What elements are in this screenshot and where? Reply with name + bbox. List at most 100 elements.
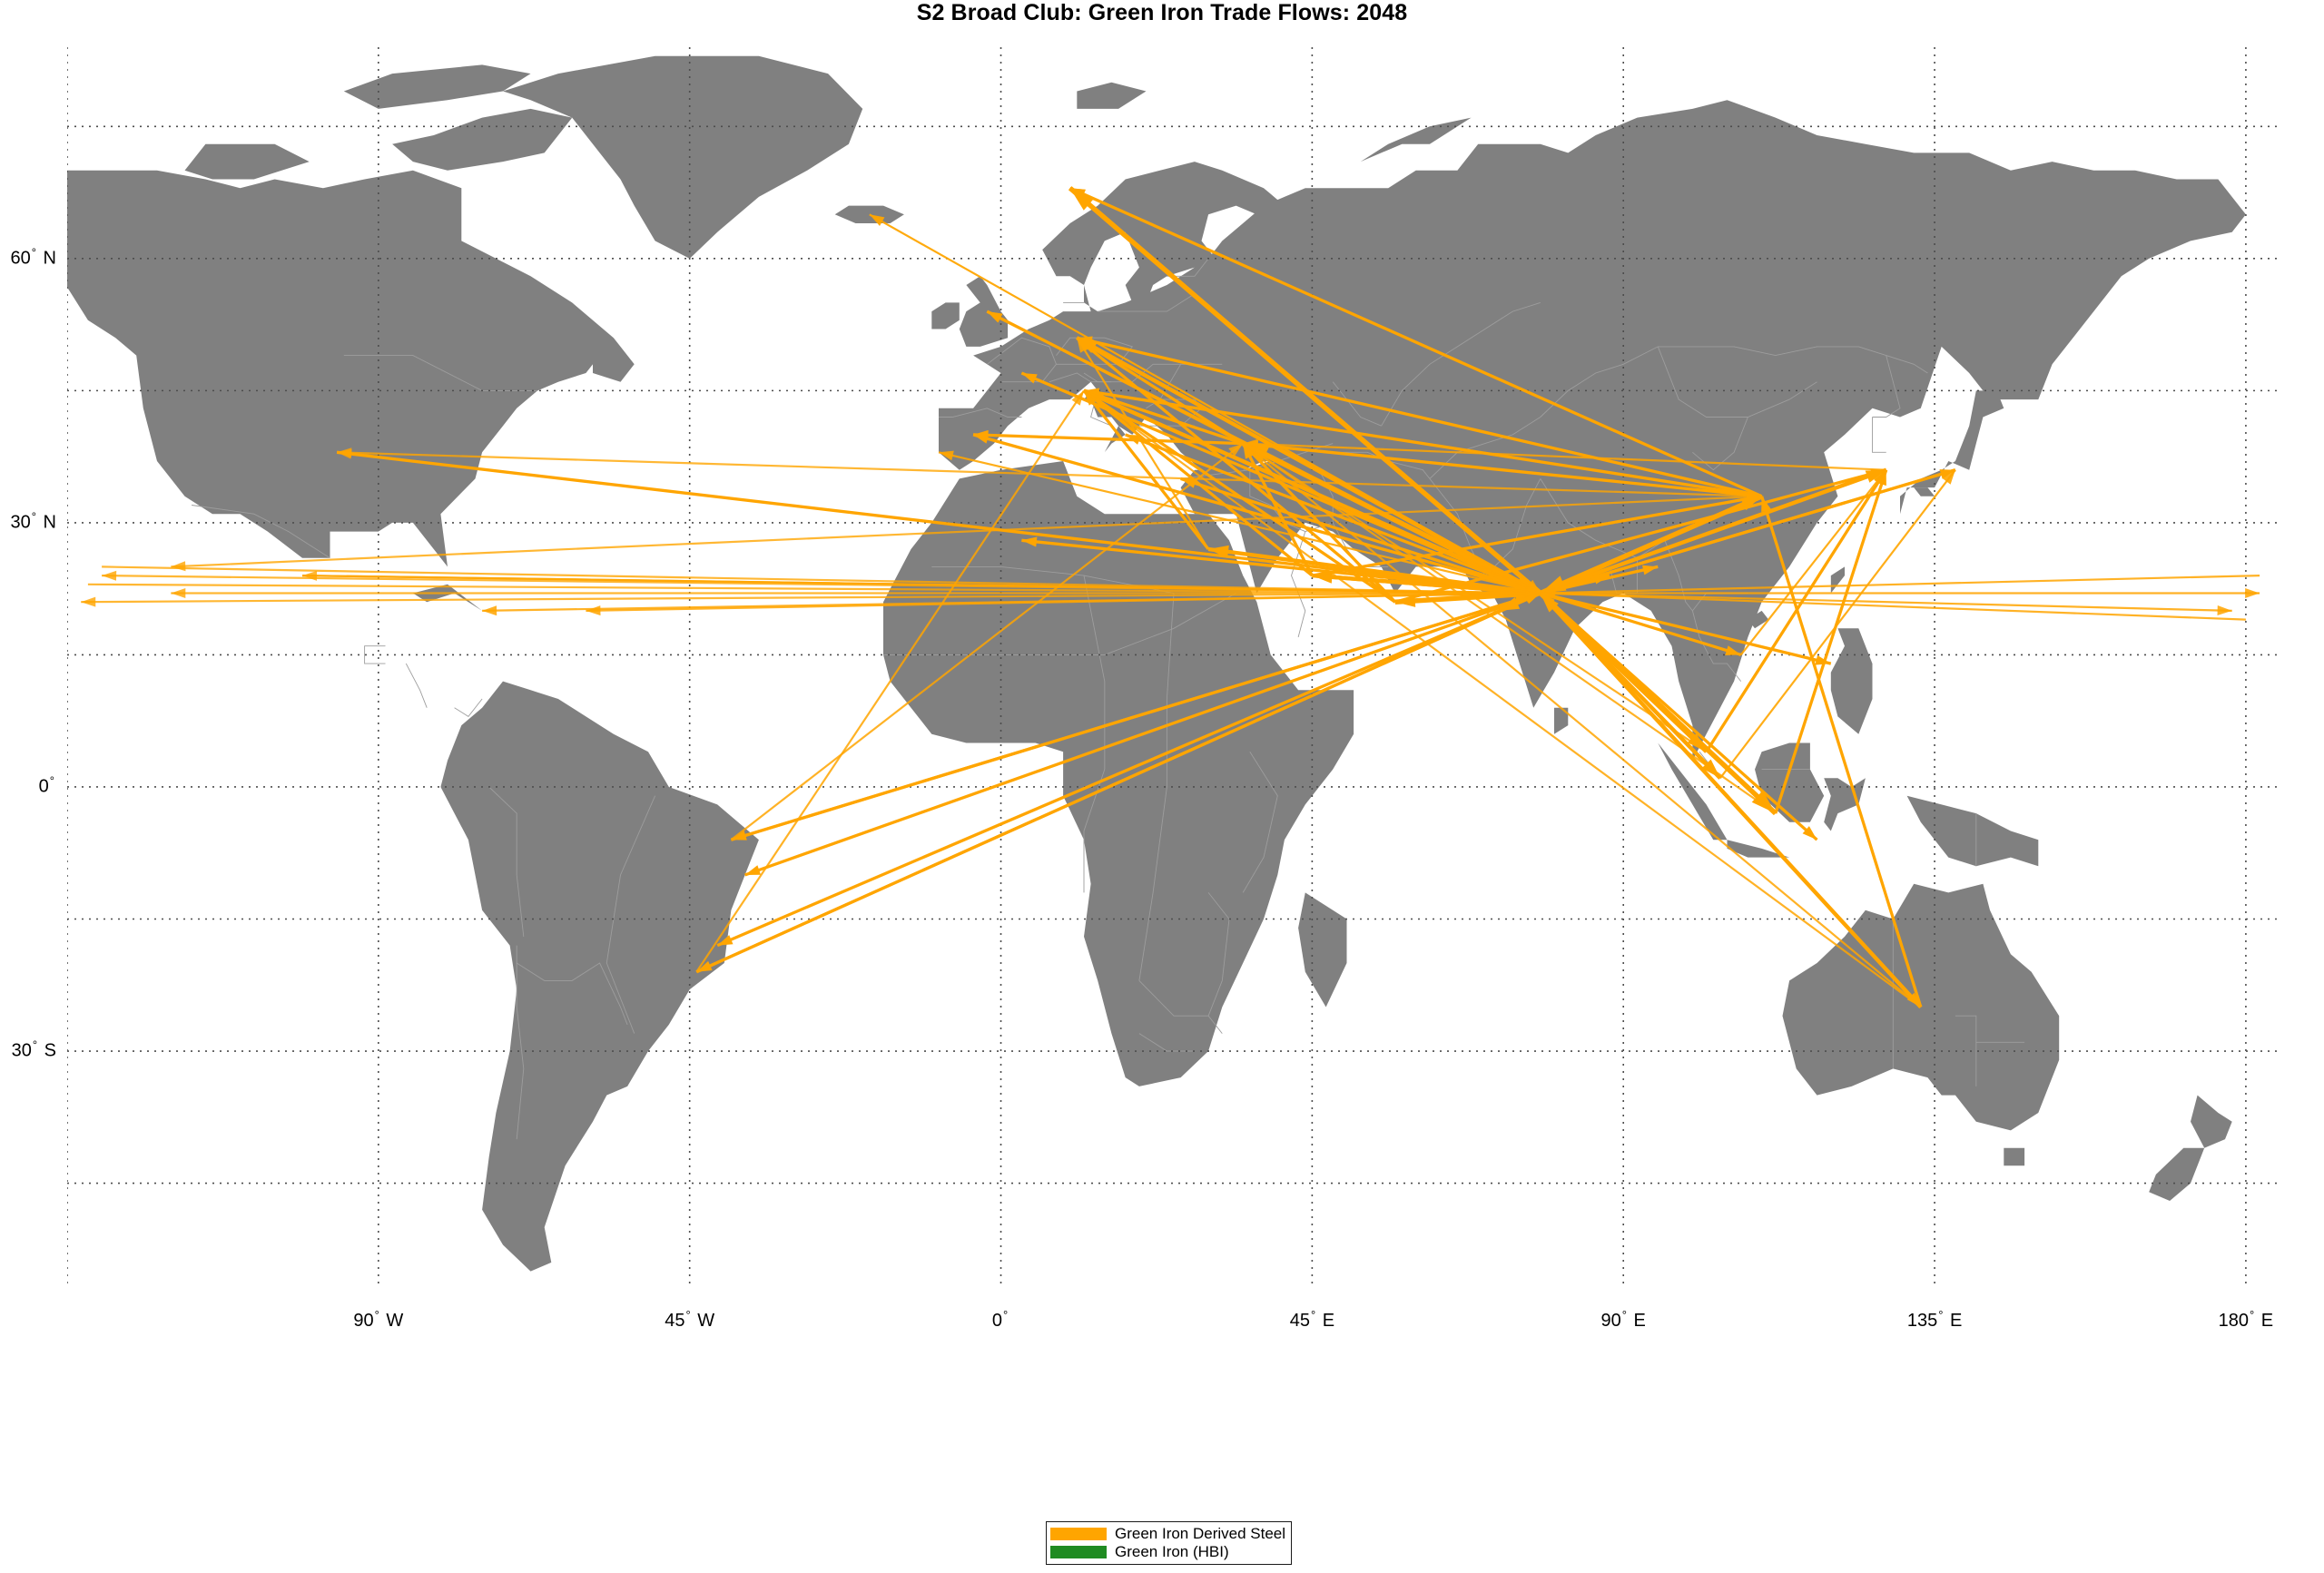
- trade-flow-arrowhead: [1180, 478, 1196, 488]
- country-border: [1208, 892, 1229, 1016]
- legend-label-green-iron-derived-steel: Green Iron Derived Steel: [1115, 1525, 1286, 1542]
- trade-flow-arrowhead: [1228, 443, 1244, 457]
- landmass-south-america: [440, 681, 759, 1272]
- trade-flow-line: [1068, 187, 1541, 595]
- trade-flow-arrowhead: [482, 605, 497, 616]
- landmass-victoria-isl: [184, 143, 310, 180]
- landmass-ireland: [931, 302, 960, 329]
- trade-flow-arrowhead: [1870, 468, 1886, 479]
- trade-flow-arrowhead: [1077, 338, 1089, 353]
- trade-flow-arrowhead: [1125, 434, 1141, 445]
- country-border: [1658, 347, 1817, 418]
- trade-flow-arrowhead: [973, 429, 989, 440]
- trade-flow-line: [337, 451, 1762, 497]
- trade-flow-line: [1083, 389, 1541, 595]
- trade-flow-line: [1774, 469, 1888, 814]
- country-border: [1430, 418, 1541, 479]
- trade-flow-arrowhead: [717, 935, 734, 946]
- trade-flow-line: [1069, 187, 1763, 497]
- landmass-sri-lanka: [1554, 707, 1569, 734]
- trade-flow-arrowhead: [337, 447, 352, 458]
- country-border: [406, 664, 427, 708]
- landmass-tasmania: [2004, 1147, 2025, 1166]
- longitude-tick-label: 0°: [991, 1308, 1009, 1331]
- trade-flow-line: [1076, 337, 1210, 550]
- country-border: [1139, 980, 1222, 1033]
- legend-item[interactable]: Green Iron Derived Steel: [1050, 1525, 1285, 1543]
- country-border: [987, 338, 1056, 382]
- trade-flow-arrowhead: [1873, 469, 1886, 485]
- landmass-baffin: [392, 108, 573, 171]
- trade-flow-line: [1540, 468, 1956, 595]
- latitude-tick-label: 0°: [38, 773, 54, 797]
- trade-flow-arrowhead: [1084, 390, 1099, 404]
- trade-flow-arrowhead: [1069, 188, 1086, 199]
- trade-flow-line: [1076, 336, 1245, 445]
- country-border: [517, 963, 627, 1025]
- landmass-honshu-extra: [1914, 487, 1935, 496]
- trade-flow-line: [972, 433, 1541, 595]
- longitude-tick-label: 45° E: [1289, 1308, 1335, 1331]
- country-border: [1098, 294, 1195, 311]
- trade-flow-line: [1719, 469, 1956, 779]
- trade-flow-arrowhead: [1802, 826, 1817, 841]
- country-border: [1250, 470, 1305, 532]
- landmass-europe: [939, 100, 2246, 761]
- trade-flow-line: [1125, 433, 1541, 595]
- country-border: [1638, 540, 1693, 611]
- country-border: [1692, 611, 1740, 682]
- trade-flow-arrowhead: [1525, 586, 1541, 597]
- latitude-tick-label: 30° S: [11, 1037, 56, 1061]
- legend-swatch-green-iron-derived-steel: [1050, 1528, 1107, 1540]
- landmass-cuba: [412, 584, 483, 611]
- trade-flow-line: [102, 575, 1541, 595]
- landmass-ellesmere: [343, 64, 531, 109]
- landmass-new-zealand-n: [2191, 1095, 2232, 1148]
- landmass-taiwan: [1830, 566, 1845, 594]
- trade-flow-line: [1076, 336, 1396, 604]
- country-border: [1084, 575, 1105, 892]
- trade-flow-arrowhead: [987, 311, 1002, 323]
- landmass-greenland: [503, 55, 863, 259]
- country-border: [1873, 418, 1886, 453]
- trade-flow-line: [1312, 495, 1762, 577]
- country-border: [517, 946, 524, 1140]
- trade-flow-arrowhead: [744, 865, 761, 875]
- trade-flow-line: [1705, 468, 1888, 753]
- trade-flow-line: [938, 451, 1541, 595]
- country-border: [1692, 418, 1748, 470]
- country-border: [1049, 373, 1112, 382]
- country-border: [1057, 338, 1133, 364]
- legend-item[interactable]: Green Iron (HBI): [1050, 1543, 1285, 1561]
- country-border: [365, 646, 386, 664]
- world-map-plot: [67, 47, 2280, 1289]
- country-borders-layer: [192, 259, 2024, 1139]
- landmass-layer: [67, 55, 2246, 1272]
- trade-flow-line: [1083, 389, 1922, 1008]
- landmass-hainan: [1748, 610, 1769, 629]
- country-border: [344, 356, 537, 391]
- country-border: [1139, 594, 1174, 981]
- landmass-svalbard: [1077, 82, 1147, 109]
- landmass-north-america: [67, 170, 614, 567]
- trade-flow-line: [1242, 442, 1922, 1008]
- trade-flow-line: [1540, 575, 2260, 595]
- trade-flow-line: [1083, 388, 1244, 446]
- legend-swatch-green-iron-hbi: [1050, 1546, 1107, 1558]
- trade-flow-arrowhead: [1642, 565, 1659, 575]
- trade-flow-arrowhead: [1725, 645, 1741, 655]
- longitude-tick-label: 180° E: [2218, 1308, 2274, 1331]
- trade-flow-arrowhead: [302, 570, 318, 581]
- trade-flow-layer: [81, 186, 2260, 1008]
- trade-flow-line: [1394, 468, 1887, 604]
- trade-flow-arrowhead: [586, 605, 601, 616]
- trade-flow-arrowhead: [81, 596, 96, 607]
- trade-flow-line: [1539, 592, 1923, 1008]
- country-border: [1955, 1016, 1976, 1086]
- trade-flow-line: [1540, 591, 1832, 665]
- trade-flow-arrowhead: [1942, 469, 1955, 485]
- country-border: [1084, 364, 1181, 381]
- country-border: [1382, 302, 1541, 426]
- longitude-tick-label: 90° W: [353, 1308, 404, 1331]
- country-border: [455, 699, 482, 716]
